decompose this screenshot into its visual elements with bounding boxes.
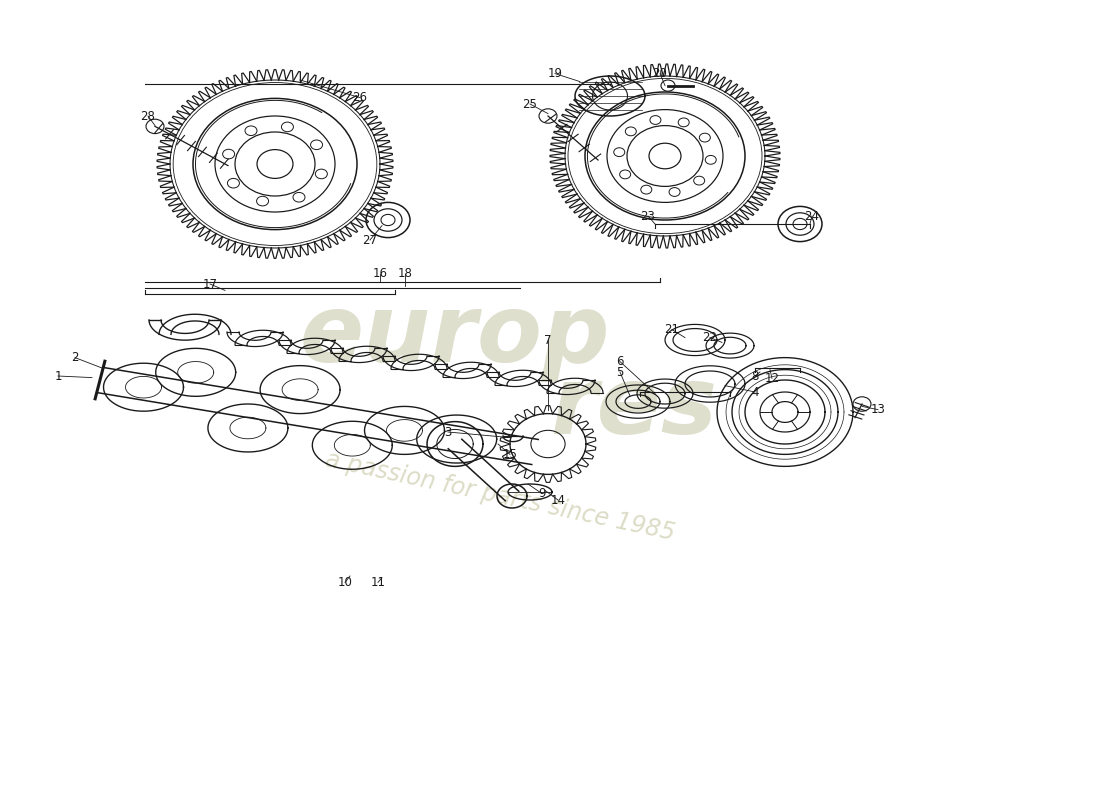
Text: 9: 9 (538, 487, 546, 500)
Text: 16: 16 (373, 267, 387, 280)
Text: 1: 1 (54, 370, 62, 382)
Text: 20: 20 (652, 67, 668, 80)
Text: 13: 13 (870, 403, 886, 416)
Text: 28: 28 (141, 110, 155, 122)
Text: 21: 21 (664, 323, 680, 336)
Text: a passion for parts since 1985: a passion for parts since 1985 (323, 447, 676, 545)
Text: 23: 23 (640, 210, 656, 222)
Text: europ: europ (300, 290, 610, 382)
Text: 12: 12 (764, 372, 780, 385)
Text: 15: 15 (503, 448, 517, 461)
Text: 26: 26 (352, 91, 367, 104)
Text: res: res (550, 362, 717, 454)
Text: 14: 14 (550, 494, 565, 506)
Text: 18: 18 (397, 267, 412, 280)
Text: 4: 4 (751, 386, 759, 398)
Text: 27: 27 (363, 234, 377, 246)
Text: 7: 7 (544, 334, 552, 346)
Text: 3: 3 (444, 426, 452, 438)
Text: 6: 6 (616, 355, 624, 368)
Text: 17: 17 (202, 278, 218, 290)
Text: 19: 19 (548, 67, 562, 80)
Text: 24: 24 (804, 210, 820, 222)
Text: 22: 22 (703, 331, 717, 344)
Text: 10: 10 (338, 576, 352, 589)
Text: 5: 5 (616, 366, 624, 378)
Text: 11: 11 (371, 576, 385, 589)
Text: 2: 2 (72, 351, 79, 364)
Text: 25: 25 (522, 98, 538, 110)
Text: 8: 8 (751, 370, 759, 382)
